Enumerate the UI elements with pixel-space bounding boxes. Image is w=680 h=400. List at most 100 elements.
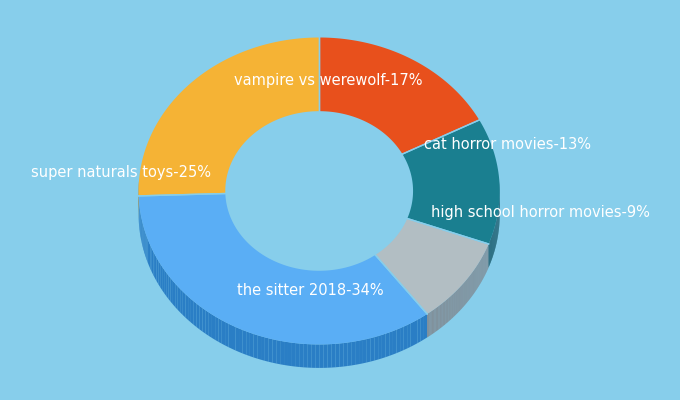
- Polygon shape: [356, 264, 358, 288]
- Polygon shape: [330, 270, 332, 294]
- Polygon shape: [265, 256, 267, 281]
- Polygon shape: [311, 344, 316, 368]
- Polygon shape: [143, 226, 144, 253]
- Polygon shape: [146, 236, 148, 262]
- Polygon shape: [252, 247, 254, 272]
- Polygon shape: [283, 265, 285, 289]
- Polygon shape: [365, 260, 367, 284]
- Polygon shape: [421, 316, 424, 341]
- Polygon shape: [346, 267, 348, 291]
- Polygon shape: [433, 310, 434, 334]
- Polygon shape: [375, 218, 489, 314]
- Polygon shape: [155, 255, 156, 281]
- Polygon shape: [243, 238, 244, 263]
- Polygon shape: [150, 245, 152, 272]
- Polygon shape: [371, 337, 375, 362]
- Polygon shape: [241, 235, 242, 260]
- Polygon shape: [452, 294, 453, 318]
- Polygon shape: [358, 263, 360, 287]
- Polygon shape: [320, 271, 322, 294]
- Polygon shape: [443, 302, 444, 326]
- Polygon shape: [326, 270, 328, 294]
- Polygon shape: [370, 257, 372, 282]
- Polygon shape: [246, 331, 250, 356]
- Polygon shape: [437, 307, 438, 331]
- Polygon shape: [267, 257, 269, 282]
- Polygon shape: [316, 271, 318, 294]
- Polygon shape: [407, 323, 411, 348]
- Polygon shape: [194, 301, 197, 327]
- Polygon shape: [382, 334, 386, 358]
- Polygon shape: [432, 310, 433, 334]
- Polygon shape: [139, 38, 319, 196]
- Polygon shape: [254, 248, 256, 273]
- Polygon shape: [301, 269, 303, 293]
- Polygon shape: [162, 267, 164, 293]
- Polygon shape: [324, 270, 326, 294]
- Polygon shape: [197, 304, 199, 330]
- Polygon shape: [297, 268, 299, 292]
- Polygon shape: [261, 336, 265, 361]
- Polygon shape: [436, 307, 437, 331]
- Polygon shape: [166, 272, 169, 299]
- Polygon shape: [209, 312, 212, 338]
- Polygon shape: [428, 313, 429, 337]
- Polygon shape: [235, 227, 237, 252]
- Polygon shape: [239, 233, 241, 258]
- Polygon shape: [427, 314, 428, 338]
- Polygon shape: [183, 292, 186, 318]
- Polygon shape: [375, 336, 378, 360]
- Polygon shape: [215, 316, 218, 342]
- Polygon shape: [272, 260, 274, 284]
- Polygon shape: [305, 270, 307, 294]
- Polygon shape: [164, 270, 166, 296]
- Polygon shape: [222, 320, 225, 346]
- Polygon shape: [250, 244, 251, 269]
- Polygon shape: [363, 261, 365, 285]
- Polygon shape: [276, 340, 280, 364]
- Polygon shape: [232, 325, 235, 350]
- Polygon shape: [307, 270, 309, 294]
- Polygon shape: [447, 298, 449, 322]
- Polygon shape: [153, 252, 155, 278]
- Polygon shape: [418, 318, 421, 343]
- Polygon shape: [171, 278, 173, 304]
- Polygon shape: [396, 328, 400, 353]
- Polygon shape: [440, 304, 441, 328]
- Polygon shape: [455, 292, 456, 316]
- Polygon shape: [340, 268, 342, 292]
- Polygon shape: [212, 314, 215, 340]
- Polygon shape: [348, 266, 350, 290]
- Polygon shape: [441, 304, 442, 328]
- Polygon shape: [347, 342, 352, 366]
- Polygon shape: [282, 264, 283, 288]
- Polygon shape: [152, 248, 153, 275]
- Polygon shape: [256, 250, 257, 274]
- Polygon shape: [449, 297, 450, 321]
- Polygon shape: [258, 252, 260, 276]
- Polygon shape: [270, 259, 272, 284]
- Polygon shape: [303, 270, 305, 293]
- Polygon shape: [454, 292, 455, 316]
- Polygon shape: [251, 246, 252, 271]
- Polygon shape: [309, 270, 311, 294]
- Polygon shape: [403, 120, 500, 244]
- Polygon shape: [361, 262, 363, 286]
- Polygon shape: [160, 264, 162, 290]
- Polygon shape: [343, 342, 347, 366]
- Polygon shape: [173, 281, 175, 307]
- Polygon shape: [338, 269, 340, 293]
- Polygon shape: [367, 338, 371, 362]
- Polygon shape: [336, 269, 338, 293]
- Polygon shape: [250, 333, 254, 358]
- Text: high school horror movies-9%: high school horror movies-9%: [431, 205, 650, 220]
- Polygon shape: [169, 276, 171, 302]
- Polygon shape: [275, 262, 277, 286]
- Polygon shape: [311, 270, 313, 294]
- Polygon shape: [239, 328, 243, 354]
- Polygon shape: [359, 340, 363, 364]
- Text: cat horror movies-13%: cat horror movies-13%: [424, 138, 591, 152]
- Polygon shape: [287, 266, 289, 290]
- Polygon shape: [431, 311, 432, 335]
- Polygon shape: [228, 324, 232, 349]
